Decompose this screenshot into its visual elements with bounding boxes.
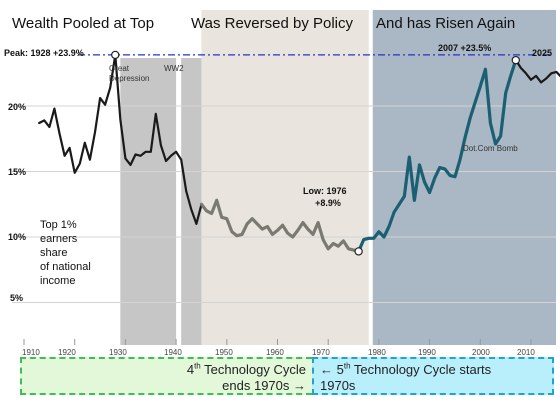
x-tick-label: 2000 xyxy=(472,348,490,357)
data-point-marker xyxy=(511,55,520,65)
x-tick-label: 1910 xyxy=(22,348,40,357)
fourth-cycle-box: 4th Technology Cycle ends 1970s → xyxy=(20,357,312,395)
chart-markers xyxy=(111,50,520,256)
x-tick-label: 1980 xyxy=(368,348,386,357)
series-line xyxy=(514,59,560,84)
shade-ww2 xyxy=(181,58,202,345)
x-tick-label: 1960 xyxy=(266,348,284,357)
annotation-2025: 2025 xyxy=(532,48,552,58)
peak-line-label: Peak: 1928 +23.9% xyxy=(4,48,84,58)
side-text-line: Top 1% xyxy=(40,219,77,231)
fourth-cycle-suffix: th xyxy=(194,361,201,371)
annotation-ww2: WW2 xyxy=(164,64,184,73)
annotation-great-depression: Great Depression xyxy=(109,64,149,83)
section-title-pooled: Wealth Pooled at Top xyxy=(12,15,154,32)
fourth-cycle-line2: ends 1970s → xyxy=(222,378,306,393)
section-title-reversed: Was Reversed by Policy xyxy=(191,15,353,32)
shade-great-depression xyxy=(120,58,177,345)
annotation-low-line1: Low: 1976 xyxy=(303,186,347,196)
fourth-cycle-number: 4 xyxy=(186,362,195,377)
side-text: Top 1% earners share of national income xyxy=(40,219,94,287)
shade-reversed-period xyxy=(201,10,369,345)
y-tick-label: 10% xyxy=(8,232,26,242)
fifth-cycle-number: ← 5 xyxy=(320,362,344,377)
fifth-cycle-line2: 1970s xyxy=(320,378,356,393)
y-tick-label: 15% xyxy=(8,167,26,177)
x-tick-label: 1920 xyxy=(58,348,76,357)
annotation-great-depression-line2: Depression xyxy=(109,74,149,83)
x-tick-label: 1930 xyxy=(109,348,127,357)
series-line xyxy=(199,198,361,253)
series-line xyxy=(357,58,518,253)
y-tick-label: 5% xyxy=(10,293,23,303)
fifth-cycle-text: Technology Cycle starts xyxy=(350,362,492,377)
chart-gridlines xyxy=(12,105,556,345)
fifth-cycle-line1: ← 5th Technology Cycle starts xyxy=(320,362,552,378)
chart-series xyxy=(38,53,560,253)
shade-risen-period xyxy=(372,10,556,345)
data-point-marker xyxy=(111,50,120,60)
fourth-cycle-line1: 4th Technology Cycle xyxy=(22,362,306,378)
x-tick-label: 1940 xyxy=(164,348,182,357)
annotation-great-depression-line1: Great xyxy=(109,64,130,73)
annotation-low-1976: Low: 1976 +8.9% xyxy=(303,186,349,208)
annotation-dotcom: Dot.Com Bomb xyxy=(463,144,518,153)
side-text-line: earners xyxy=(40,233,78,245)
side-text-line: share xyxy=(40,247,68,259)
x-tick-label: 1990 xyxy=(418,348,436,357)
side-text-line: income xyxy=(40,275,75,287)
data-point-marker xyxy=(354,247,363,256)
section-title-risen: And has Risen Again xyxy=(376,15,515,32)
fifth-cycle-box: ← 5th Technology Cycle starts 1970s xyxy=(312,357,554,395)
chart-background xyxy=(120,10,556,345)
fifth-cycle-suffix: th xyxy=(343,361,351,371)
annotation-low-line2: +8.9% xyxy=(315,198,341,208)
x-tick-label: 2010 xyxy=(517,348,535,357)
x-tick-label: 1970 xyxy=(312,348,330,357)
x-tick-label: 1950 xyxy=(215,348,233,357)
fourth-cycle-text: Technology Cycle xyxy=(200,362,306,377)
y-tick-label: 20% xyxy=(8,102,26,112)
series-line xyxy=(38,53,203,225)
annotation-peak-2007: 2007 +23.5% xyxy=(438,43,491,53)
side-text-line: of national xyxy=(40,261,91,273)
